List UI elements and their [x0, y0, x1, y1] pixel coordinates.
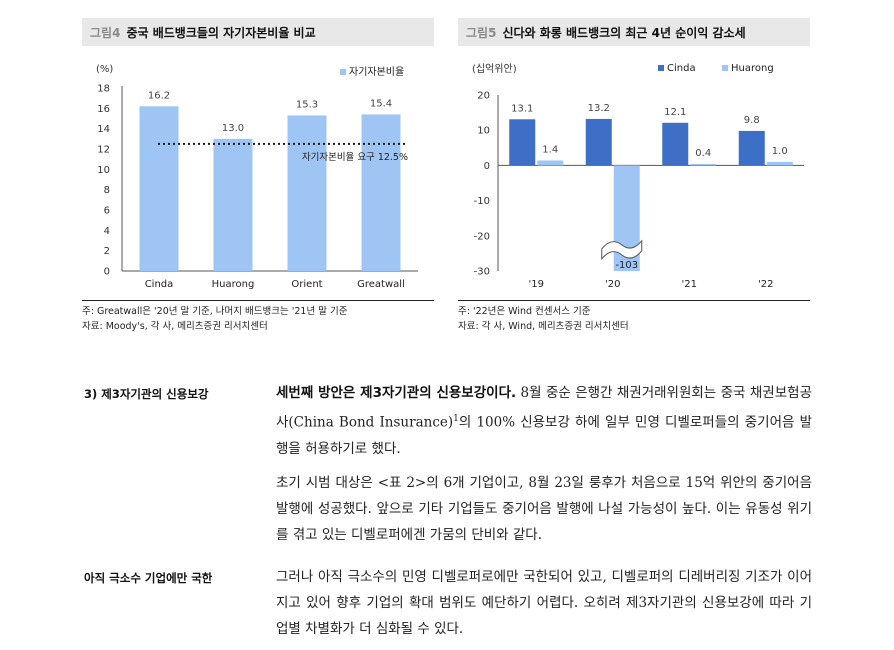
- figure5-legend-swatch-cinda: [658, 65, 664, 71]
- figure5-bar-huarong: [537, 160, 564, 166]
- figure5-data-label: 0.4: [695, 148, 711, 159]
- figure5-category-label: '22: [758, 279, 773, 290]
- figure4-data-label: 16.2: [148, 90, 170, 101]
- figure5-data-label: -103: [615, 260, 638, 271]
- figure4-ytick-label: 4: [104, 226, 110, 237]
- figure5-ytick-label: -10: [474, 196, 490, 207]
- figure5-category-label: '20: [605, 279, 620, 290]
- figure5-bar-huarong: [690, 163, 717, 166]
- figure4-legend-swatch: [340, 69, 346, 75]
- figure5-bar-cinda: [509, 119, 536, 166]
- figure4-legend-label: 자기자본비율: [349, 66, 404, 78]
- figure4-category-label: Cinda: [145, 279, 174, 290]
- figure4-ytick-label: 16: [97, 104, 110, 115]
- figure4-unit-label: (%): [96, 64, 113, 75]
- section2-paragraph: 그러나 아직 극소수의 민영 디벨로퍼로에만 국한되어 있고, 디벨로퍼의 디레…: [276, 569, 812, 637]
- figure4-ytick-label: 12: [97, 145, 110, 156]
- figure5-data-label: 12.1: [664, 107, 686, 118]
- figure4-ytick-label: 0: [104, 267, 110, 278]
- figure5-category-label: '21: [682, 279, 697, 290]
- figure4-ytick-label: 8: [104, 185, 110, 196]
- section1-text-a: 8월 중순 은행간 채권거래위원회는 중국 채권보험공사(China Bond …: [276, 385, 812, 431]
- figure5-unit-label: (십억위안): [472, 62, 517, 75]
- figure5-note: 주: '22년은 Wind 컨센서스 기준: [458, 306, 591, 317]
- figure5-data-label: 1.4: [542, 144, 558, 155]
- figure4-category-label: Greatwall: [357, 279, 405, 290]
- section-heading-limited: 아직 극소수 기업에만 국한: [84, 571, 213, 585]
- figure4-data-label: 13.0: [222, 123, 244, 134]
- section1-paragraph1: 세번째 방안은 제3자기관의 신용보강이다. 8월 중순 은행간 채권거래위원회…: [276, 380, 812, 462]
- figure5-ytick-label: -30: [474, 267, 490, 278]
- figure4-ytick-label: 6: [104, 206, 110, 217]
- figure4-ytick-label: 10: [97, 165, 110, 176]
- figure5-data-label: 9.8: [744, 115, 760, 126]
- section1-lead: 세번째 방안은 제3자기관의 신용보강이다.: [276, 385, 517, 401]
- figure4-label: 그림4: [90, 25, 121, 40]
- figure5-ytick-label: 0: [484, 161, 490, 172]
- figure5-bar-cinda: [662, 122, 689, 166]
- figure5-ytick-label: 20: [477, 91, 490, 102]
- figure5-title-bar: 그림5 신다와 화롱 배드뱅크의 최근 4년 순이익 감소세: [458, 18, 810, 46]
- figure5-bar-cinda: [738, 130, 765, 166]
- figure4-bar: [213, 138, 253, 271]
- figure5-data-label: 13.1: [511, 103, 533, 114]
- figure4-bar: [287, 115, 327, 271]
- figure5-legend-label-cinda: Cinda: [667, 63, 696, 74]
- figure5-source: 자료: 각 사, Wind, 메리츠증권 리서치센터: [458, 321, 629, 332]
- footnote-marker: 1: [453, 414, 459, 424]
- figure4-notes: 주: Greatwall은 '20년 말 기준, 나머지 배드뱅크는 '21년 …: [82, 304, 347, 334]
- figure4-title: 중국 배드뱅크들의 자기자본비율 비교: [126, 25, 316, 40]
- section-heading-credit-enhancement: 3) 제3자기관의 신용보강: [84, 387, 209, 401]
- figure4-chart: (%) 0 2 4 6 8 10 12 14 16 18 16.2 Cinda 13.0 Huarong 15…: [96, 64, 418, 290]
- figure4-note: 주: Greatwall은 '20년 말 기준, 나머지 배드뱅크는 '21년 …: [82, 306, 348, 317]
- figure4-bar: [361, 114, 401, 271]
- figure5-ytick-label: -20: [474, 231, 490, 242]
- figure4-ytick-label: 18: [97, 84, 110, 95]
- figure4-category-label: Huarong: [212, 279, 255, 290]
- figure5-title: 신다와 화롱 배드뱅크의 최근 4년 순이익 감소세: [502, 25, 746, 40]
- figure5-category-label: '19: [529, 279, 544, 290]
- figure5-bar-cinda: [585, 118, 612, 166]
- figure4-category-label: Orient: [291, 279, 322, 290]
- figure5-chart: (십억위안) 20 10 0 -10 -20 -30 13.1 1.4 '19 13.2 -103 '2…: [472, 62, 804, 290]
- figure5-data-label: 1.0: [772, 146, 788, 157]
- figure4-source: 자료: Moody's, 각 사, 메리츠증권 리서치센터: [82, 321, 268, 332]
- figure5-legend-swatch-huarong: [722, 65, 728, 71]
- figure4-data-label: 15.3: [296, 99, 318, 110]
- figure5-legend-label-huarong: Huarong: [731, 63, 774, 74]
- figure5-ytick-label: 10: [477, 126, 490, 137]
- figure5-divider: [458, 300, 810, 301]
- figure4-title-bar: 그림4 중국 배드뱅크들의 자기자본비율 비교: [82, 18, 434, 46]
- figure4-bar: [139, 106, 179, 271]
- section1-text-b: 의 100% 신용보강 하에 일부 민영 디벨로퍼들의 중기어음 발행을 허용하…: [276, 414, 812, 457]
- figure5-label: 그림5: [466, 25, 497, 40]
- figure5-data-label: 13.2: [588, 103, 610, 114]
- figure5-bar-huarong: [766, 161, 793, 166]
- section1-paragraph2: 초기 시범 대상은 <표 2>의 6개 기업이고, 8월 23일 룽후가 처음으…: [276, 475, 812, 543]
- figure5-axis-break-mark: [601, 239, 643, 261]
- figure4-ytick-label: 2: [104, 246, 110, 257]
- figure4-reference-label: 자기자본비율 요구 12.5%: [302, 152, 408, 163]
- figure4-divider: [82, 300, 434, 301]
- figure5-notes: 주: '22년은 Wind 컨센서스 기준 자료: 각 사, Wind, 메리츠…: [458, 304, 629, 334]
- figure4-data-label: 15.4: [370, 98, 392, 109]
- figure4-ytick-label: 14: [97, 124, 110, 135]
